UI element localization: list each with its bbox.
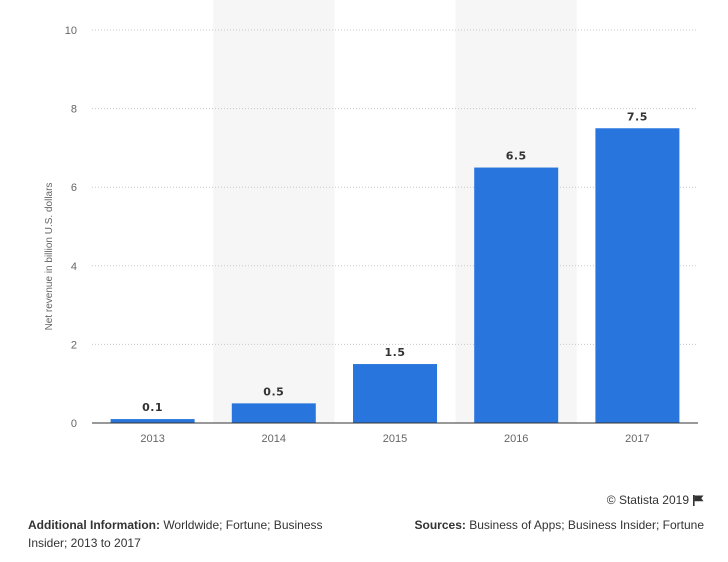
sources-text: Business of Apps; Business Insider; Fort… xyxy=(465,518,704,532)
data-label-2016: 6.5 xyxy=(506,150,527,163)
sources-label: Sources: xyxy=(414,518,466,532)
x-tick-label-2017: 2017 xyxy=(625,433,649,445)
y-tick-label-4: 4 xyxy=(71,261,77,273)
sources[interactable]: Sources: Business of Apps; Business Insi… xyxy=(415,516,704,534)
bar-2015 xyxy=(353,364,437,423)
y-axis-ticks: 0 2 4 6 8 10 xyxy=(65,25,77,430)
additional-information-label: Additional Information: xyxy=(28,518,160,532)
flag-icon[interactable] xyxy=(693,494,704,506)
bar-2014 xyxy=(231,403,316,423)
data-label-2017: 7.5 xyxy=(627,110,648,123)
bars xyxy=(110,128,680,423)
bar-2016 xyxy=(474,167,559,423)
y-tick-label-10: 10 xyxy=(65,25,77,37)
y-tick-label-6: 6 xyxy=(71,182,77,194)
data-label-2014: 0.5 xyxy=(263,385,284,398)
band-2014 xyxy=(213,0,335,423)
x-tick-label-2015: 2015 xyxy=(383,433,407,445)
data-labels: 0.1 0.5 1.5 6.5 7.5 xyxy=(142,110,648,414)
bar-chart: 0 2 4 6 8 10 0.1 0.5 1.5 6.5 7.5 2013 2014 2015 2016… xyxy=(44,0,698,445)
copyright-notice[interactable]: © Statista 2019 xyxy=(607,491,704,509)
y-tick-label-2: 2 xyxy=(71,339,77,351)
copyright-text: © Statista 2019 xyxy=(606,493,689,507)
y-tick-label-0: 0 xyxy=(71,418,77,430)
x-tick-label-2016: 2016 xyxy=(504,433,528,445)
bar-2017 xyxy=(595,128,680,423)
additional-information-text: Worldwide; Fortune; Business Insider; 20… xyxy=(28,518,323,550)
bar-2013 xyxy=(110,419,195,423)
y-tick-label-8: 8 xyxy=(71,104,77,116)
y-axis-label: Net revenue in billion U.S. dollars xyxy=(44,183,55,331)
x-axis-ticks: 2013 2014 2015 2016 2017 xyxy=(140,433,649,445)
x-tick-label-2014: 2014 xyxy=(262,433,286,445)
data-label-2013: 0.1 xyxy=(142,401,163,414)
data-label-2015: 1.5 xyxy=(385,346,406,359)
x-tick-label-2013: 2013 xyxy=(140,433,164,445)
additional-information: Additional Information: Worldwide; Fortu… xyxy=(28,516,348,552)
